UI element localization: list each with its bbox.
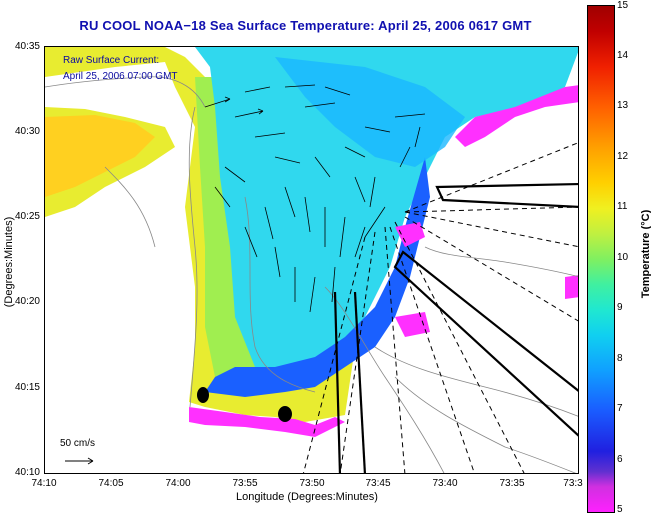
xtick-label: 73:3	[563, 478, 583, 489]
xtick-label: 73:35	[499, 478, 525, 489]
colorbar-label: Temperature (°C)	[640, 209, 651, 299]
ytick-label: 40:35	[14, 41, 40, 52]
ytick-label: 40:20	[14, 296, 40, 307]
light-blue-band	[275, 57, 465, 167]
magenta-fringe-east	[395, 85, 578, 337]
ytick-label: 40:30	[14, 126, 40, 137]
colorbar-tick: 10	[617, 252, 629, 263]
ytick-label: 40:10	[14, 467, 40, 478]
orange-patch	[45, 115, 155, 197]
xtick-label: 73:55	[232, 478, 258, 489]
current-time: April 25, 2006 07:00 GMT	[63, 71, 178, 82]
ytick-label: 40:15	[14, 382, 40, 393]
map-title: RU COOL NOAA−18 Sea Surface Temperature:…	[79, 18, 532, 33]
colorbar-tick: 15	[617, 0, 629, 11]
colorbar-tick: 9	[617, 302, 623, 313]
colorbar-tick: 11	[617, 201, 628, 212]
colorbar-tick: 8	[617, 353, 623, 364]
xtick-label: 73:50	[299, 478, 325, 489]
cyan-water-region	[195, 47, 578, 377]
colorbar-tick: 7	[617, 403, 623, 414]
colorbar-tick: 6	[617, 454, 623, 465]
xtick-label: 73:40	[432, 478, 458, 489]
scale-bar-label: 50 cm/s	[60, 438, 96, 449]
colorbar-tick: 12	[617, 151, 629, 162]
buoy-marker-east[interactable]	[278, 406, 292, 422]
sst-map-canvas	[45, 47, 578, 473]
sst-map[interactable]	[44, 46, 579, 474]
xtick-label: 74:10	[31, 478, 57, 489]
xtick-label: 73:45	[365, 478, 391, 489]
magenta-fringe-south	[189, 407, 345, 437]
colorbar-tick: 5	[617, 504, 623, 515]
y-axis-label: Latitude (Degrees:Minutes)	[0, 216, 15, 308]
radar-survey-boxes	[333, 182, 578, 473]
current-label: Raw Surface Current:	[63, 55, 160, 66]
x-axis-label: Longitude (Degrees:Minutes)	[236, 491, 378, 503]
xtick-label: 74:00	[165, 478, 191, 489]
blue-water-region	[205, 157, 430, 397]
colorbar-tick: 13	[617, 100, 629, 111]
temperature-colorbar	[587, 5, 615, 513]
current-vectors	[204, 84, 426, 313]
xtick-label: 74:05	[98, 478, 124, 489]
buoy-marker-west[interactable]	[197, 387, 209, 403]
ytick-label: 40:25	[14, 211, 40, 222]
colorbar-tick: 14	[617, 50, 629, 61]
scale-arrow	[65, 457, 94, 465]
